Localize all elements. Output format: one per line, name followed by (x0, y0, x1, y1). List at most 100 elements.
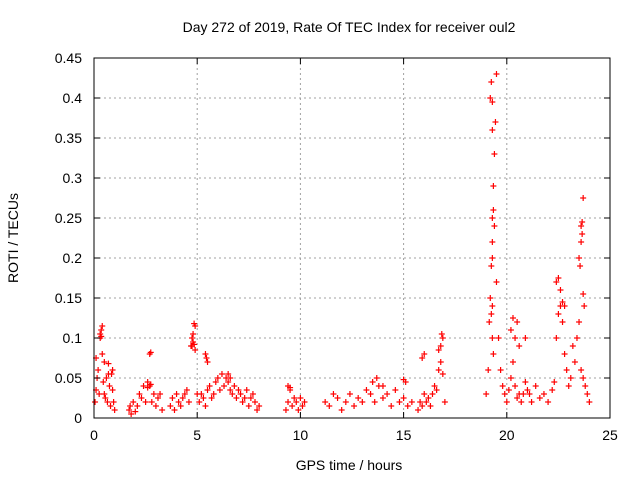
data-point (532, 383, 539, 389)
data-point (485, 367, 492, 373)
data-point (92, 399, 99, 405)
data-marks (92, 71, 593, 417)
data-point (520, 391, 527, 397)
data-point (147, 349, 154, 356)
data-point (101, 391, 108, 397)
data-point (301, 399, 308, 405)
data-point (516, 343, 523, 349)
data-point (553, 335, 560, 341)
data-point (555, 275, 562, 281)
data-point (144, 384, 151, 391)
data-point (549, 387, 556, 393)
y-tick-label: 0.2 (63, 250, 83, 266)
data-point (110, 399, 117, 405)
data-point (210, 391, 217, 397)
data-point (179, 395, 186, 401)
data-point (106, 383, 113, 389)
data-point (109, 387, 116, 393)
data-point (359, 399, 366, 405)
y-tick-label: 0.45 (55, 50, 82, 66)
data-point (569, 343, 576, 349)
data-point (177, 403, 184, 409)
x-tick-label: 15 (396, 427, 412, 443)
grid (94, 58, 610, 418)
data-point (503, 399, 510, 405)
data-point (235, 387, 242, 393)
data-point (289, 403, 296, 409)
data-point (181, 391, 188, 397)
data-point (322, 399, 329, 405)
data-point (507, 375, 514, 381)
data-point (200, 395, 207, 401)
data-point (490, 183, 497, 189)
data-point (206, 383, 213, 389)
data-point (152, 403, 159, 409)
data-point (437, 359, 444, 365)
data-point (369, 379, 376, 385)
data-point (140, 383, 147, 389)
data-point (95, 367, 102, 373)
data-point (567, 375, 574, 381)
data-point (128, 411, 135, 417)
data-point (579, 231, 586, 237)
data-point (373, 375, 380, 381)
data-point (214, 375, 221, 381)
data-point (351, 403, 358, 409)
data-point (431, 383, 438, 389)
y-tick-label: 0.1 (63, 330, 83, 346)
data-point (138, 395, 145, 401)
y-tick-label: 0.4 (63, 90, 83, 106)
data-point (435, 347, 442, 353)
data-point (421, 351, 428, 357)
data-point (98, 327, 105, 333)
data-point (488, 79, 495, 85)
data-point (573, 335, 580, 341)
data-point (363, 387, 370, 393)
data-point (169, 395, 176, 401)
data-point (488, 263, 495, 269)
data-point (134, 403, 141, 409)
data-point (291, 395, 298, 401)
data-point (581, 303, 588, 309)
data-point (104, 399, 111, 405)
data-point (553, 279, 560, 285)
data-point (204, 387, 211, 393)
data-point (586, 399, 593, 405)
data-point (491, 151, 498, 157)
data-point (489, 255, 496, 261)
x-tick-label: 5 (193, 427, 201, 443)
data-point (136, 391, 143, 397)
data-point (157, 391, 164, 397)
data-point (202, 351, 209, 357)
data-point (105, 360, 112, 367)
data-point (493, 71, 500, 77)
data-point (225, 379, 232, 385)
data-point (492, 119, 499, 125)
data-point (132, 408, 139, 415)
data-point (191, 341, 198, 348)
data-point (402, 379, 409, 385)
x-tick-label: 20 (499, 427, 515, 443)
data-point (338, 407, 345, 413)
data-point (483, 391, 490, 397)
data-point (437, 343, 444, 349)
x-tick-label: 0 (90, 427, 98, 443)
data-point (371, 399, 378, 405)
data-point (99, 323, 106, 329)
data-point (580, 291, 587, 297)
data-point (241, 395, 248, 401)
data-point (489, 127, 496, 133)
x-tick-label: 25 (602, 427, 618, 443)
data-point (489, 99, 496, 105)
data-point (285, 399, 292, 405)
data-point (126, 407, 133, 413)
data-point (441, 399, 448, 405)
data-point (198, 391, 205, 397)
data-point (518, 399, 525, 405)
data-point (251, 399, 258, 405)
data-point (415, 407, 422, 413)
chart-title: Day 272 of 2019, Rate Of TEC Index for r… (183, 19, 516, 35)
y-tick-label: 0.15 (55, 290, 82, 306)
data-point (576, 319, 583, 325)
data-point (559, 299, 566, 305)
